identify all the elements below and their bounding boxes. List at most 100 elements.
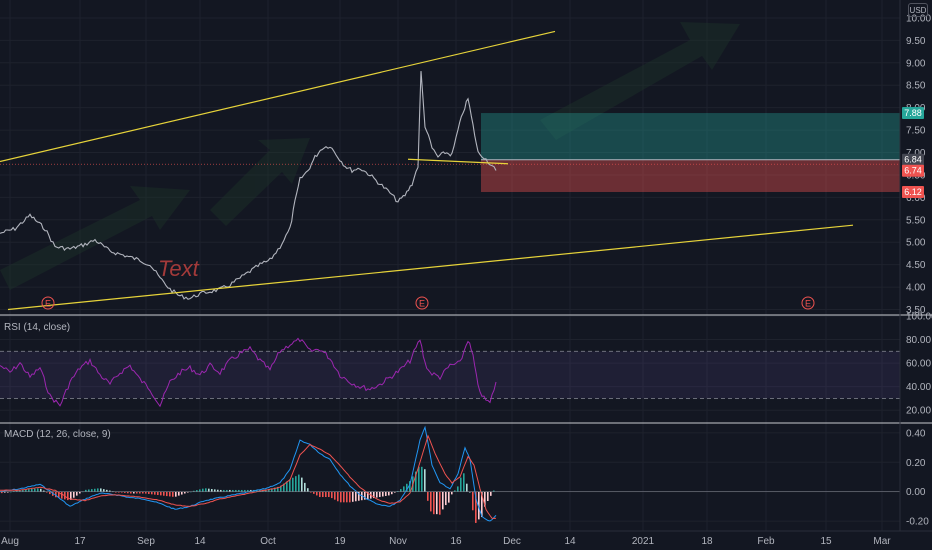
- macd-histogram-bar: [109, 490, 111, 492]
- price-tag-label: 6.12: [904, 187, 922, 197]
- macd-histogram-bar: [394, 491, 396, 493]
- macd-histogram-bar: [460, 477, 462, 492]
- time-tick-label: Aug: [1, 536, 19, 547]
- macd-histogram-bar: [319, 491, 321, 498]
- macd-histogram-bar: [475, 491, 477, 523]
- macd-histogram-bar: [307, 488, 309, 492]
- macd-histogram-bar: [28, 489, 30, 492]
- price-tick-label: 9.00: [906, 58, 926, 69]
- time-tick-label: 19: [334, 536, 346, 547]
- macd-histogram-bar: [478, 491, 480, 520]
- macd-histogram-bar: [358, 491, 360, 501]
- macd-histogram-bar: [382, 491, 384, 497]
- macd-title: MACD (12, 26, close, 9): [4, 429, 111, 440]
- time-tick-label: Dec: [503, 536, 521, 547]
- macd-histogram-bar: [271, 488, 273, 492]
- macd-tick-label: -0.20: [906, 517, 929, 528]
- macd-tick-label: 0.40: [906, 428, 926, 439]
- macd-histogram-bar: [487, 491, 489, 501]
- macd-histogram-bar: [298, 474, 300, 492]
- macd-histogram-bar: [193, 490, 195, 492]
- macd-histogram-bar: [445, 491, 447, 506]
- macd-histogram-bar: [1, 491, 3, 494]
- channel-upper-line[interactable]: [0, 30, 556, 163]
- time-tick-label: Sep: [137, 536, 155, 547]
- time-tick-label: 17: [74, 536, 86, 547]
- macd-histogram-bar: [127, 491, 129, 494]
- rsi-title: RSI (14, close): [4, 322, 70, 333]
- macd-histogram-bar: [436, 491, 438, 515]
- macd-histogram-bar: [235, 489, 237, 492]
- macd-histogram-bar: [34, 488, 36, 492]
- macd-tick-label: 0.00: [906, 487, 926, 498]
- price-tag-label: 6.74: [904, 166, 922, 176]
- macd-histogram-bar: [25, 489, 27, 492]
- macd-histogram-bar: [181, 491, 183, 495]
- macd-histogram-bar: [457, 486, 459, 492]
- macd-histogram-bar: [184, 491, 186, 494]
- macd-histogram-bar: [331, 491, 333, 499]
- axis-labels: Aug 17 Sep 14 Oct 19 Nov 16 Dec 14 2021 18 Feb 15 Mar 3…: [1, 13, 932, 547]
- macd-histogram-bar: [244, 489, 246, 492]
- rsi-pane[interactable]: [0, 337, 900, 408]
- macd-histogram-bar: [46, 491, 48, 493]
- macd-histogram-bar: [139, 491, 141, 494]
- macd-histogram-bar: [97, 488, 99, 492]
- position-stop-zone[interactable]: [481, 159, 900, 192]
- price-tag: [902, 185, 924, 198]
- macd-histogram-bar: [229, 489, 231, 492]
- price-tick-label: 7.50: [906, 126, 926, 137]
- price-tag: [902, 164, 924, 177]
- macd-histogram-bar: [4, 491, 6, 493]
- earnings-marker[interactable]: E: [415, 296, 429, 310]
- position-target-zone[interactable]: [481, 113, 900, 160]
- macd-histogram-bar: [463, 473, 465, 492]
- macd-histogram-bar: [214, 489, 216, 492]
- svg-text:E: E: [45, 299, 51, 309]
- macd-histogram-bar: [430, 491, 432, 512]
- macd-histogram-bar: [364, 491, 366, 500]
- support-line[interactable]: [407, 158, 509, 165]
- macd-histogram-bar: [133, 491, 135, 494]
- macd-histogram-bar: [442, 491, 444, 510]
- channel-lower-line[interactable]: [7, 224, 854, 311]
- macd-histogram-bar: [472, 491, 474, 511]
- macd-histogram-bar: [154, 491, 156, 495]
- macd-histogram-bar: [19, 489, 21, 492]
- macd-histogram-bar: [349, 491, 351, 503]
- macd-histogram-bar: [385, 491, 387, 496]
- earnings-marker[interactable]: E: [41, 296, 55, 310]
- macd-histogram-bar: [172, 491, 174, 497]
- macd-histogram-bar: [376, 491, 378, 498]
- time-tick-label: 14: [564, 536, 576, 547]
- macd-histogram-bar: [379, 491, 381, 498]
- macd-histogram-bar: [352, 491, 354, 502]
- macd-histogram-bar: [217, 489, 219, 492]
- text-annotation[interactable]: Text: [158, 256, 200, 281]
- macd-histogram-bar: [106, 489, 108, 492]
- macd-histogram-bar: [232, 489, 234, 492]
- macd-histogram-bar: [454, 490, 456, 492]
- macd-histogram-bar: [142, 491, 144, 494]
- macd-histogram-bar: [88, 489, 90, 492]
- price-tick-label: 10.00: [906, 13, 931, 24]
- macd-histogram-bar: [367, 491, 369, 500]
- macd-histogram-bar: [103, 489, 105, 492]
- price-tag-label: 7.88: [904, 108, 922, 118]
- macd-histogram-bar: [79, 491, 81, 494]
- macd-histogram-bar: [289, 479, 291, 492]
- macd-histogram-bar: [292, 477, 294, 492]
- macd-histogram-bar: [493, 490, 495, 492]
- macd-histogram-bar: [16, 490, 18, 492]
- earnings-marker[interactable]: E: [801, 296, 815, 310]
- macd-histogram-bar: [322, 491, 324, 498]
- macd-histogram-bar: [166, 491, 168, 497]
- macd-pane[interactable]: [0, 425, 900, 523]
- macd-histogram-bar: [115, 491, 117, 493]
- price-pane[interactable]: Text E E E: [0, 30, 900, 311]
- currency-button[interactable]: USD: [908, 3, 928, 17]
- macd-histogram-bar: [400, 489, 402, 492]
- macd-histogram-bar: [160, 491, 162, 496]
- macd-histogram-bar: [346, 491, 348, 503]
